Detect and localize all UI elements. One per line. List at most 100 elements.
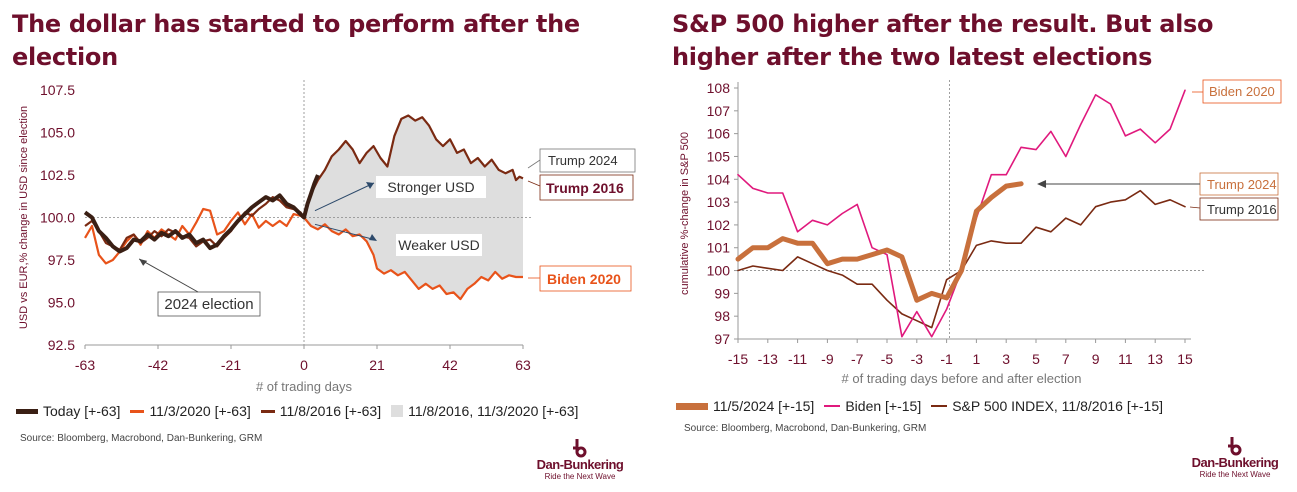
series-line-sp-2024 (735, 181, 1024, 303)
right-legend: 11/5/2024 [+-15] Biden [+-15] S&P 500 IN… (676, 398, 1163, 414)
leader-trump-2024 (527, 159, 541, 169)
x-tick-label: -7 (851, 351, 864, 367)
legend-label-band: 11/8/2016, 11/3/2020 [+-63] (408, 403, 579, 419)
x-tick-label: 11 (1118, 351, 1133, 367)
series-line-today (83, 174, 320, 254)
legend-item-sp2016: S&P 500 INDEX, 11/8/2016 [+-15] (931, 398, 1163, 414)
logo-tagline: Ride the Next Wave (544, 472, 616, 481)
annotation-box-weaker-usd (396, 234, 482, 256)
left-chart-panel: The dollar has started to perform after … (0, 0, 648, 492)
arrow-weaker-usd (314, 223, 377, 241)
label-trump-2024: Trump 2024 (1207, 177, 1277, 192)
legend-label-2020: 11/3/2020 [+-63] (149, 403, 251, 419)
arrowhead-stronger-usd (366, 182, 374, 189)
x-tick-label: 9 (1092, 351, 1100, 367)
anchor-logo-icon (1228, 437, 1242, 456)
series-line-sp-2016 (737, 189, 1186, 329)
left-logo: Dan-Bunkering Ride the Next Wave (525, 438, 635, 482)
left-legend: Today [+-63] 11/3/2020 [+-63] 11/8/2016 … (16, 403, 578, 419)
logo-tagline: Ride the Next Wave (1199, 470, 1271, 479)
x-tick-label: 5 (1032, 351, 1040, 367)
y-tick-label: 100 (707, 263, 731, 279)
series-line-biden-2020 (737, 89, 1186, 338)
left-chart-svg: 92.5 95.0 97.5 100.0 102.5 105.0 107.5 -63 -42 -2… (18, 80, 636, 394)
logo-name: Dan-Bunkering (1191, 455, 1279, 470)
left-chart-title: The dollar has started to perform after … (12, 10, 580, 71)
legend-item-2024: 11/5/2024 [+-15] (676, 398, 814, 414)
x-tick-label: 63 (515, 357, 531, 373)
anchor-logo-icon (573, 439, 587, 458)
label-trump-2016: Trump 2016 (546, 180, 624, 196)
x-tick-label: 1 (973, 351, 981, 367)
x-tick-label: -63 (75, 357, 95, 373)
legend-label-2016: 11/8/2016 [+-63] (279, 403, 382, 419)
legend-swatch-2024 (676, 402, 708, 410)
label-biden-2020: Biden 2020 (1209, 84, 1275, 99)
y-axis-label: USD vs EUR,% change in USD since electio… (18, 106, 30, 329)
label-box-biden-2020 (539, 265, 632, 292)
band-area-2016-2020 (304, 115, 523, 300)
x-tick-label: 0 (300, 357, 308, 373)
label-box-trump-2016 (539, 174, 634, 201)
y-tick-label: 101 (707, 240, 731, 256)
x-tick-label: -21 (221, 357, 241, 373)
y-tick-label: 104 (707, 171, 731, 187)
y-tick-label: 102.5 (40, 167, 75, 183)
left-source-note: Source: Bloomberg, Macrobond, Dan-Bunker… (20, 433, 263, 444)
y-tick-label: 108 (707, 80, 731, 96)
legend-item-biden: Biden [+-15] (824, 398, 921, 414)
label-trump-2016: Trump 2016 (1207, 202, 1277, 217)
label-trump-2024: Trump 2024 (548, 153, 618, 168)
label-box-trump-2024 (539, 148, 636, 173)
arrow-2024-election (138, 258, 199, 293)
legend-label-biden: Biden [+-15] (845, 398, 922, 414)
x-axis-label: # of trading days (256, 379, 353, 394)
legend-label-2024: 11/5/2024 [+-15] (713, 398, 815, 414)
legend-item-2016: 11/8/2016 [+-63] (260, 403, 382, 419)
right-source-note: Source: Bloomberg, Macrobond, Dan-Bunker… (684, 423, 927, 434)
x-tick-label: -42 (148, 357, 168, 373)
y-tick-label: 105.0 (40, 125, 75, 141)
annotation-weaker-usd: Weaker USD (398, 237, 479, 253)
annotation-box-stronger-usd (376, 176, 486, 198)
arrowhead-trump-2024 (1037, 180, 1047, 188)
y-tick-label: 106 (707, 126, 731, 142)
label-box-trump-2016 (1199, 197, 1279, 221)
x-tick-label: -1 (940, 351, 953, 367)
legend-swatch-biden (824, 405, 841, 407)
annotation-stronger-usd: Stronger USD (387, 179, 474, 195)
arrowhead-weaker-usd (369, 234, 377, 241)
right-chart-panel: S&P 500 higher after the result. But als… (660, 0, 1297, 492)
legend-item-band: 11/8/2016, 11/3/2020 [+-63] (391, 403, 578, 419)
x-tick-label: -11 (788, 351, 807, 367)
y-tick-label: 99 (714, 285, 730, 301)
legend-label-today: Today [+-63] (43, 403, 121, 419)
x-tick-label: -13 (758, 351, 778, 367)
x-tick-label: 42 (442, 357, 458, 373)
arrowhead-2024-election (139, 258, 148, 266)
x-tick-label: 3 (1002, 351, 1010, 367)
right-logo: Dan-Bunkering Ride the Next Wave (1180, 436, 1290, 480)
legend-swatch-sp2016 (931, 405, 948, 407)
x-tick-label: -3 (911, 351, 924, 367)
y-tick-label: 103 (707, 194, 731, 210)
x-tick-label: 15 (1177, 351, 1193, 367)
right-chart-title: S&P 500 higher after the result. But als… (672, 10, 1214, 71)
x-tick-label: 7 (1062, 351, 1070, 367)
legend-swatch-today (16, 408, 38, 414)
y-tick-label: 92.5 (48, 337, 75, 353)
leader-trump-2016 (527, 180, 541, 187)
legend-swatch-2016 (260, 409, 275, 413)
y-tick-label: 98 (714, 308, 730, 324)
y-tick-label: 102 (707, 217, 731, 233)
label-biden-2020: Biden 2020 (547, 271, 621, 287)
y-tick-label: 97 (714, 331, 730, 347)
legend-item-today: Today [+-63] (16, 403, 120, 419)
x-tick-label: 21 (369, 357, 385, 373)
logo-name: Dan-Bunkering (536, 457, 624, 472)
arrow-stronger-usd (314, 182, 375, 212)
y-tick-label: 105 (707, 148, 731, 164)
legend-swatch-band (391, 405, 404, 417)
annotation-box-2024-election (157, 291, 261, 317)
